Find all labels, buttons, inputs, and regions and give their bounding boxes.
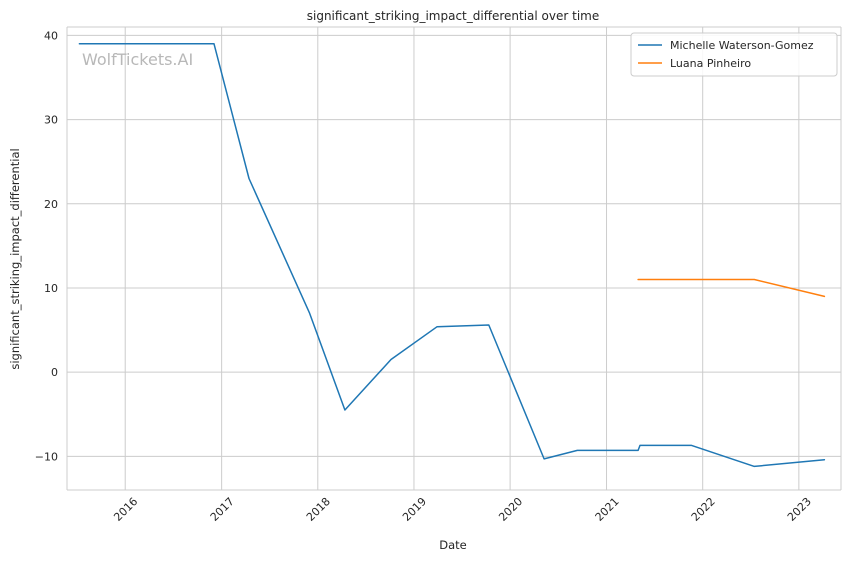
series-layer [78,43,826,468]
legend-label-0: Michelle Waterson-Gomez [670,39,814,52]
y-axis-ticks: −10 0 10 20 30 40 [35,29,58,463]
y-tick-label: 20 [44,198,58,211]
watermark: WolfTickets.AI [82,50,193,69]
legend: Michelle Waterson-Gomez Luana Pinheiro [630,32,838,77]
series-line-1 [637,278,826,298]
x-axis-title: Date [439,538,467,552]
y-tick-label: 0 [51,366,58,379]
y-tick-label: 30 [44,114,58,127]
axes-frame [66,26,842,491]
grid [67,27,841,490]
y-tick-label: 10 [44,282,58,295]
series-line-0 [78,43,826,468]
y-tick-label: 40 [44,29,58,42]
y-tick-label: −10 [35,450,58,463]
legend-box [630,32,838,77]
plot-area: WolfTickets.AI [66,26,842,491]
chart-title: significant_striking_impact_differential… [307,9,599,23]
plot-background [67,27,841,490]
legend-label-1: Luana Pinheiro [670,57,751,70]
y-axis-title: significant_striking_impact_differential [8,148,22,369]
